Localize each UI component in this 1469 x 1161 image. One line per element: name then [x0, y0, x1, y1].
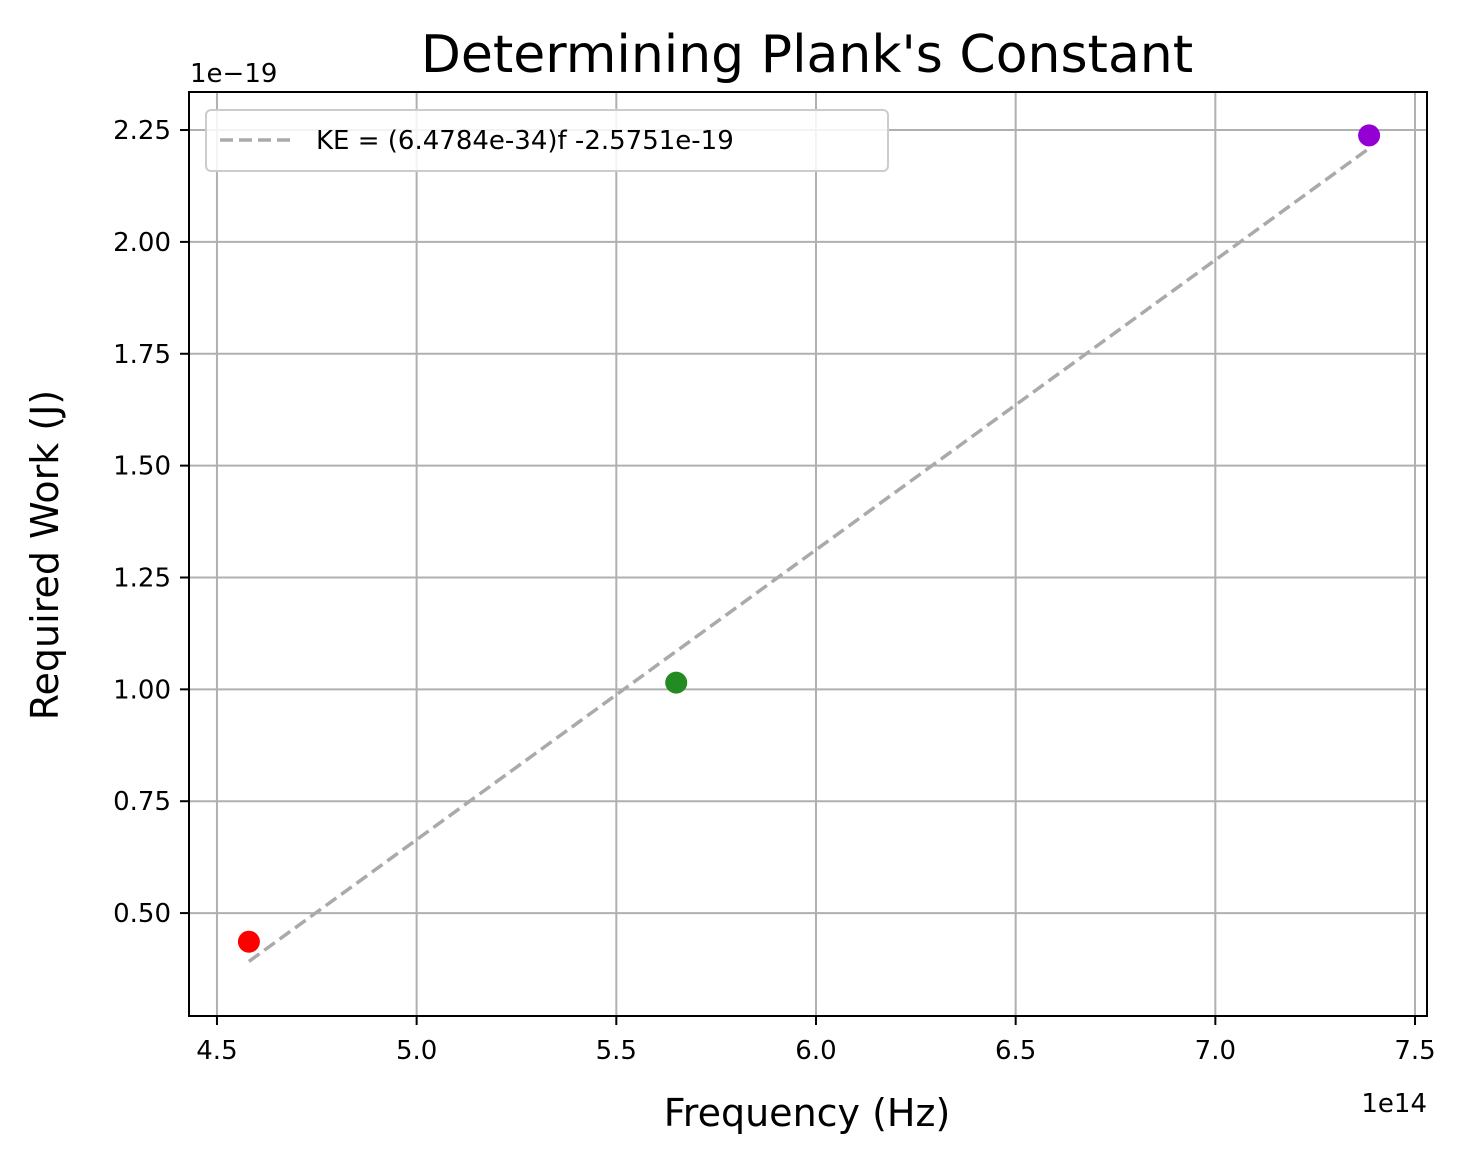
legend: KE = (6.4784e-34)f -2.5751e-19 — [205, 109, 889, 172]
data-points — [237, 124, 1381, 953]
y-tick-label: 1.75 — [113, 340, 171, 370]
plot-frame — [188, 91, 1428, 1017]
x-tick-label: 5.0 — [396, 1036, 437, 1066]
y-tick-label: 2.00 — [113, 228, 171, 258]
y-tick-label: 0.50 — [113, 899, 171, 929]
chart-title: Determining Plank's Constant — [421, 25, 1193, 85]
data-point — [1358, 124, 1381, 147]
legend-label: KE = (6.4784e-34)f -2.5751e-19 — [316, 126, 734, 156]
fit-line-group — [247, 146, 1371, 963]
data-point — [665, 671, 688, 694]
x-axis-ticks: 4.5 5.0 5.5 6.0 6.5 7.0 7.5 — [196, 1016, 1436, 1066]
y-axis-label: Required Work (J) — [23, 390, 67, 720]
x-tick-label: 6.5 — [995, 1036, 1036, 1066]
y-tick-label: 2.25 — [113, 116, 171, 146]
y-tick-label: 1.25 — [113, 563, 171, 593]
data-point — [237, 930, 260, 953]
y-offset-label: 1e−19 — [190, 59, 277, 89]
y-tick-label: 0.75 — [113, 787, 171, 817]
y-tick-label: 1.00 — [113, 675, 171, 705]
legend-box — [205, 109, 889, 172]
x-tick-label: 4.5 — [196, 1036, 237, 1066]
x-tick-label: 5.5 — [596, 1036, 637, 1066]
y-axis-ticks: 0.50 0.75 1.00 1.25 1.50 1.75 2.00 2.25 — [113, 116, 189, 929]
fit-line — [247, 146, 1371, 963]
x-tick-label: 7.5 — [1394, 1036, 1435, 1066]
y-tick-label: 1.50 — [113, 452, 171, 482]
grid — [189, 92, 1427, 1016]
x-tick-label: 7.0 — [1195, 1036, 1236, 1066]
x-tick-label: 6.0 — [795, 1036, 836, 1066]
x-offset-label: 1e14 — [1361, 1089, 1427, 1119]
x-axis-label: Frequency (Hz) — [664, 1091, 951, 1135]
